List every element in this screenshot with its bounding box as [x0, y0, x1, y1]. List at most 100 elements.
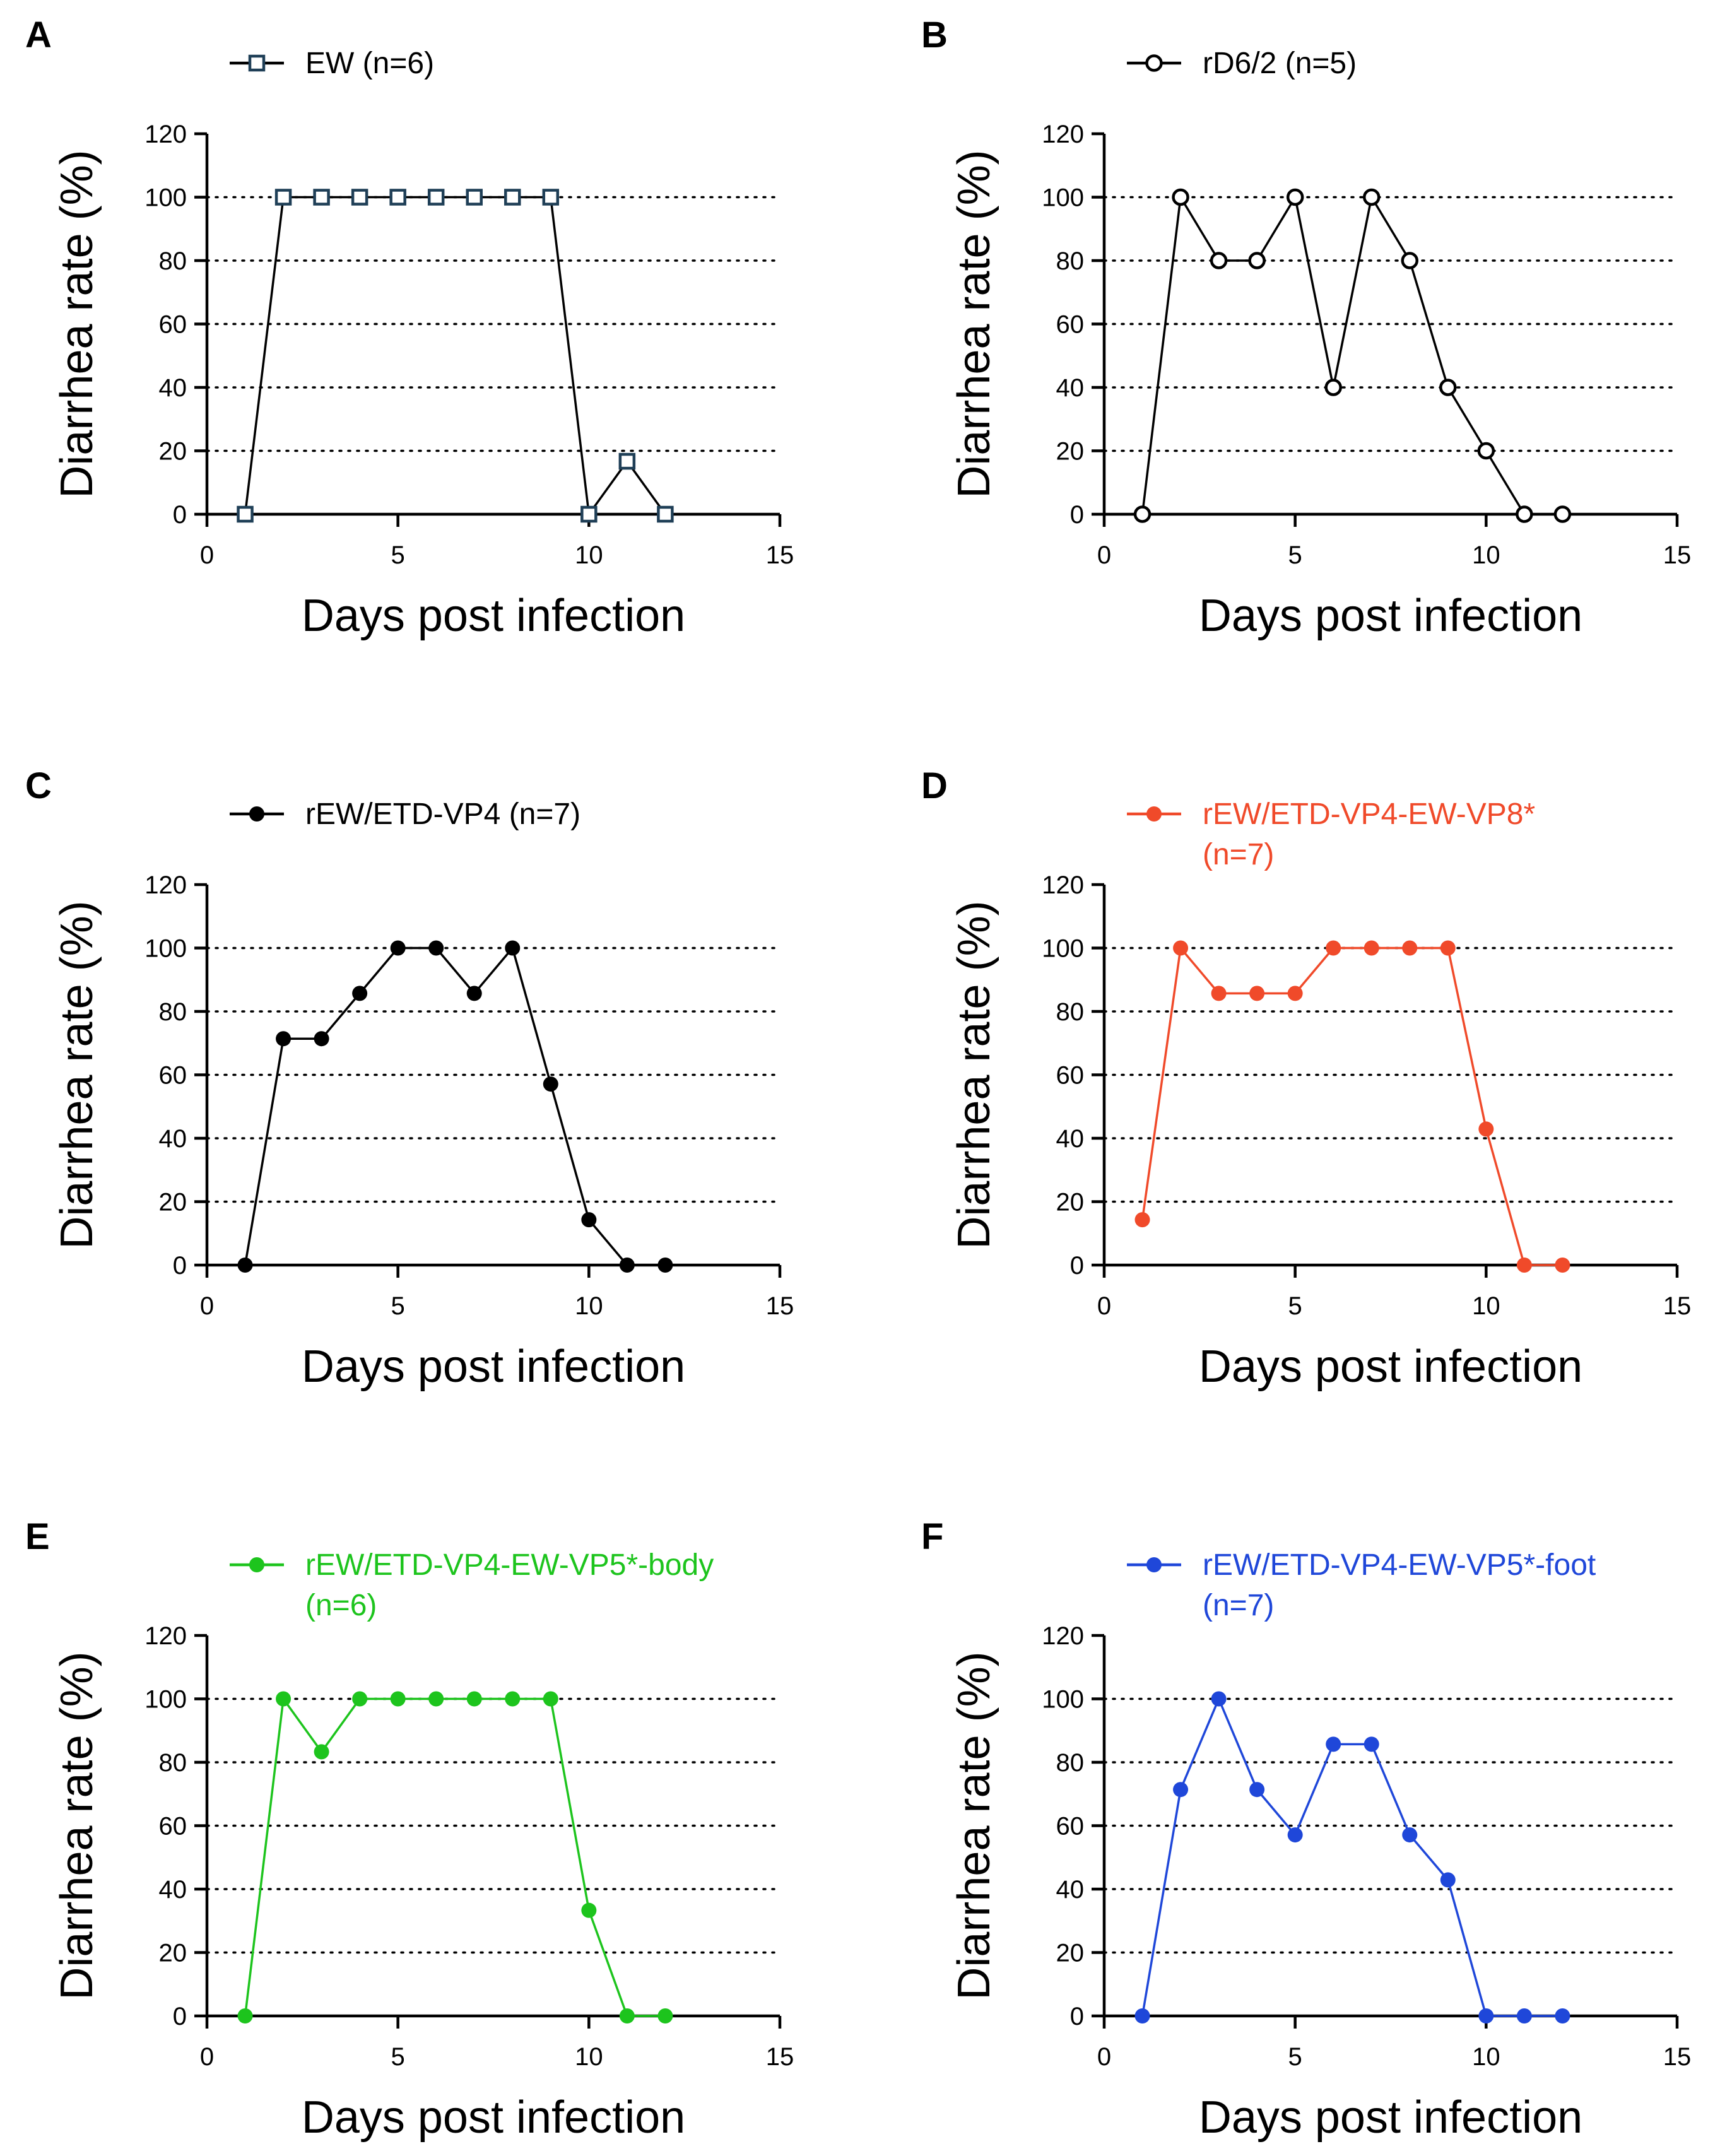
data-point	[390, 1691, 406, 1707]
data-point	[657, 2008, 673, 2023]
y-tick-label: 100	[144, 184, 187, 212]
data-point	[1324, 379, 1342, 396]
series-line	[244, 1697, 666, 2017]
data-point	[466, 986, 482, 1001]
data-point	[619, 1258, 635, 1273]
x-tick-label: 10	[575, 541, 603, 569]
y-tick-label: 20	[159, 438, 187, 466]
panel-label: C	[25, 765, 52, 806]
y-tick-label: 80	[159, 247, 187, 275]
legend-label: rEW/ETD-VP4 (n=7)	[305, 798, 580, 831]
data-point	[428, 940, 444, 956]
panel-label: B	[921, 15, 948, 56]
y-tick-label: 40	[159, 1876, 187, 1904]
data-point	[1439, 379, 1457, 396]
legend-label: rD6/2 (n=5)	[1203, 47, 1357, 80]
data-point	[1364, 1736, 1379, 1752]
data-point	[274, 189, 292, 206]
y-tick-label: 120	[1042, 121, 1084, 148]
panel-label: F	[921, 1516, 943, 1557]
y-tick-label: 80	[1056, 1749, 1085, 1777]
chart-panel-a: A 0 20 40 60 80 100 120 0 5 10 15 Days post infectio…	[25, 15, 794, 641]
data-point	[1134, 2008, 1150, 2023]
y-tick-label: 0	[1070, 2003, 1084, 2030]
y-tick-label: 100	[1042, 1686, 1084, 1714]
data-point	[1478, 1121, 1494, 1137]
data-point	[1211, 1691, 1227, 1707]
y-tick-label: 0	[173, 1252, 187, 1280]
x-tick-label: 15	[1663, 541, 1692, 569]
y-tick-label: 100	[1042, 184, 1084, 212]
y-axis-title: Diarrhea rate (%)	[949, 150, 999, 498]
chart-panel-b: B 0 20 40 60 80 100 120 0 5 10 15 Days post infectio…	[921, 15, 1691, 641]
series-line	[244, 946, 666, 1266]
x-tick-label: 0	[200, 2043, 214, 2071]
x-tick-label: 10	[575, 1292, 603, 1320]
y-tick-label: 0	[173, 2003, 187, 2030]
data-point	[314, 1744, 329, 1760]
panel-label: E	[25, 1516, 50, 1557]
x-axis-title: Days post infection	[302, 2092, 685, 2143]
data-point	[619, 2008, 635, 2023]
data-point	[428, 1691, 444, 1707]
y-tick-label: 20	[1056, 1940, 1085, 1967]
data-point	[1211, 986, 1227, 1001]
y-tick-label: 80	[159, 998, 187, 1026]
data-point	[618, 452, 636, 470]
x-tick-label: 10	[1472, 1292, 1500, 1320]
data-point	[657, 1258, 673, 1273]
data-point	[1401, 252, 1419, 269]
y-tick-label: 120	[1042, 1622, 1084, 1650]
data-point	[313, 189, 330, 206]
chart-panel-e: E 0 20 40 60 80 100 120 0 5 10 15 Days post infectio…	[25, 1516, 794, 2143]
data-point	[1326, 940, 1341, 956]
panel-label: D	[921, 765, 948, 806]
x-axis-title: Days post infection	[1199, 1341, 1582, 1392]
data-point	[1553, 505, 1572, 523]
y-tick-label: 60	[1056, 1062, 1085, 1090]
y-tick-label: 120	[144, 871, 187, 899]
x-tick-label: 15	[766, 541, 794, 569]
series-line	[1141, 946, 1563, 1266]
chart-panel-c: C 0 20 40 60 80 100 120 0 5 10 15 Days post infectio…	[25, 765, 794, 1392]
y-tick-label: 20	[159, 1940, 187, 1967]
legend-marker	[248, 54, 266, 72]
y-tick-label: 120	[1042, 871, 1084, 899]
data-point	[466, 1691, 482, 1707]
data-point	[1516, 1258, 1532, 1273]
data-point	[1402, 940, 1418, 956]
data-point	[1286, 188, 1304, 206]
legend-marker	[1145, 54, 1163, 72]
data-point	[581, 1902, 597, 1918]
x-tick-label: 15	[1663, 2043, 1692, 2071]
y-tick-label: 0	[173, 501, 187, 529]
legend-label: rEW/ETD-VP4-EW-VP5*-body	[305, 1548, 714, 1582]
data-point	[581, 1212, 597, 1228]
x-tick-label: 0	[1097, 2043, 1111, 2071]
data-point	[276, 1691, 292, 1707]
y-tick-label: 80	[1056, 998, 1085, 1026]
data-point	[580, 505, 598, 523]
data-point	[1478, 2008, 1494, 2023]
x-tick-label: 0	[1097, 1292, 1111, 1320]
y-tick-label: 60	[159, 1062, 187, 1090]
panel-label: A	[25, 15, 52, 56]
data-point	[657, 505, 674, 523]
y-tick-label: 20	[1056, 438, 1085, 466]
data-point	[1555, 1258, 1570, 1273]
series-line	[1141, 196, 1563, 515]
y-tick-label: 20	[159, 1189, 187, 1216]
x-axis-title: Days post infection	[302, 591, 685, 641]
x-tick-label: 10	[1472, 541, 1500, 569]
x-tick-label: 10	[1472, 2043, 1500, 2071]
y-tick-label: 80	[159, 1749, 187, 1777]
y-tick-label: 60	[1056, 1813, 1085, 1841]
series-line	[244, 196, 666, 515]
x-tick-label: 5	[1288, 1292, 1302, 1320]
x-tick-label: 5	[391, 2043, 405, 2071]
data-point	[1440, 940, 1456, 956]
data-point	[1248, 252, 1266, 269]
y-tick-label: 60	[159, 311, 187, 339]
y-tick-label: 60	[159, 1813, 187, 1841]
data-point	[1364, 940, 1379, 956]
